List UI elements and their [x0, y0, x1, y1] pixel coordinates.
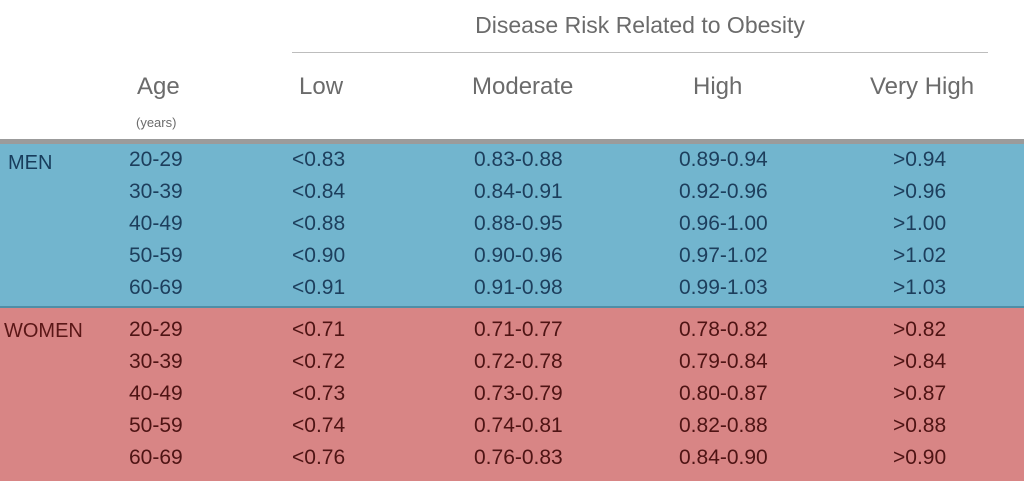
cell-very-high: >0.84: [893, 350, 947, 373]
table-row: 30-39 <0.84 0.84-0.91 0.92-0.96 >0.96: [0, 176, 1024, 208]
cell-high: 0.89-0.94: [679, 148, 768, 171]
cell-very-high: >0.82: [893, 318, 947, 341]
column-header-high: High: [693, 73, 743, 100]
column-header-very-high: Very High: [870, 73, 975, 100]
column-header-age-unit: (years): [136, 115, 177, 130]
cell-very-high: >0.94: [893, 148, 947, 171]
group-divider: [0, 306, 1024, 308]
cell-high: 0.96-1.00: [679, 212, 768, 235]
cell-age: 20-29: [129, 148, 183, 171]
cell-high: 0.84-0.90: [679, 446, 768, 469]
cell-moderate: 0.88-0.95: [474, 212, 563, 235]
cell-moderate: 0.74-0.81: [474, 414, 563, 437]
cell-high: 0.92-0.96: [679, 180, 768, 203]
cell-age: 20-29: [129, 318, 183, 341]
table-header: Disease Risk Related to Obesity Age (yea…: [0, 0, 1024, 139]
cell-low: <0.88: [292, 212, 346, 235]
column-header-moderate: Moderate: [472, 73, 574, 100]
cell-age: 50-59: [129, 414, 183, 437]
cell-moderate: 0.73-0.79: [474, 382, 563, 405]
cell-age: 60-69: [129, 446, 183, 469]
table-row: 30-39 <0.72 0.72-0.78 0.79-0.84 >0.84: [0, 346, 1024, 378]
table-row: 20-29 <0.83 0.83-0.88 0.89-0.94 >0.94: [0, 144, 1024, 176]
cell-very-high: >1.02: [893, 244, 947, 267]
cell-high: 0.82-0.88: [679, 414, 768, 437]
cell-very-high: >0.87: [893, 382, 947, 405]
cell-very-high: >0.90: [893, 446, 947, 469]
cell-age: 30-39: [129, 180, 183, 203]
cell-moderate: 0.90-0.96: [474, 244, 563, 267]
cell-moderate: 0.76-0.83: [474, 446, 563, 469]
super-title-rule: [292, 52, 988, 53]
cell-age: 30-39: [129, 350, 183, 373]
group-label-women: WOMEN: [4, 320, 83, 342]
cell-low: <0.73: [292, 382, 346, 405]
cell-moderate: 0.72-0.78: [474, 350, 563, 373]
cell-very-high: >1.00: [893, 212, 947, 235]
cell-high: 0.80-0.87: [679, 382, 768, 405]
header-rule: [0, 139, 1024, 144]
cell-low: <0.72: [292, 350, 346, 373]
table-row: 50-59 <0.90 0.90-0.96 0.97-1.02 >1.02: [0, 240, 1024, 272]
cell-very-high: >0.96: [893, 180, 947, 203]
cell-very-high: >1.03: [893, 276, 947, 299]
cell-very-high: >0.88: [893, 414, 947, 437]
table-row: 40-49 <0.88 0.88-0.95 0.96-1.00 >1.00: [0, 208, 1024, 240]
cell-low: <0.71: [292, 318, 346, 341]
column-header-low: Low: [299, 73, 344, 100]
table-row: 60-69 <0.76 0.76-0.83 0.84-0.90 >0.90: [0, 442, 1024, 474]
cell-high: 0.79-0.84: [679, 350, 768, 373]
cell-high: 0.97-1.02: [679, 244, 768, 267]
cell-moderate: 0.83-0.88: [474, 148, 563, 171]
table-row: 40-49 <0.73 0.73-0.79 0.80-0.87 >0.87: [0, 378, 1024, 410]
cell-age: 40-49: [129, 212, 183, 235]
table-row: 20-29 <0.71 0.71-0.77 0.78-0.82 >0.82: [0, 314, 1024, 346]
cell-age: 60-69: [129, 276, 183, 299]
cell-age: 40-49: [129, 382, 183, 405]
group-men: MEN 20-29 <0.83 0.83-0.88 0.89-0.94 >0.9…: [0, 144, 1024, 307]
cell-low: <0.74: [292, 414, 346, 437]
cell-moderate: 0.71-0.77: [474, 318, 563, 341]
cell-low: <0.83: [292, 148, 346, 171]
cell-age: 50-59: [129, 244, 183, 267]
column-header-age: Age: [137, 73, 180, 100]
cell-high: 0.99-1.03: [679, 276, 768, 299]
cell-moderate: 0.91-0.98: [474, 276, 563, 299]
group-label-men: MEN: [8, 152, 53, 174]
table-row: 60-69 <0.91 0.91-0.98 0.99-1.03 >1.03: [0, 272, 1024, 304]
cell-low: <0.76: [292, 446, 346, 469]
cell-low: <0.84: [292, 180, 346, 203]
cell-high: 0.78-0.82: [679, 318, 768, 341]
table-row: 50-59 <0.74 0.74-0.81 0.82-0.88 >0.88: [0, 410, 1024, 442]
cell-low: <0.90: [292, 244, 346, 267]
cell-low: <0.91: [292, 276, 346, 299]
cell-moderate: 0.84-0.91: [474, 180, 563, 203]
super-title: Disease Risk Related to Obesity: [475, 12, 805, 38]
group-women: WOMEN 20-29 <0.71 0.71-0.77 0.78-0.82 >0…: [0, 308, 1024, 481]
